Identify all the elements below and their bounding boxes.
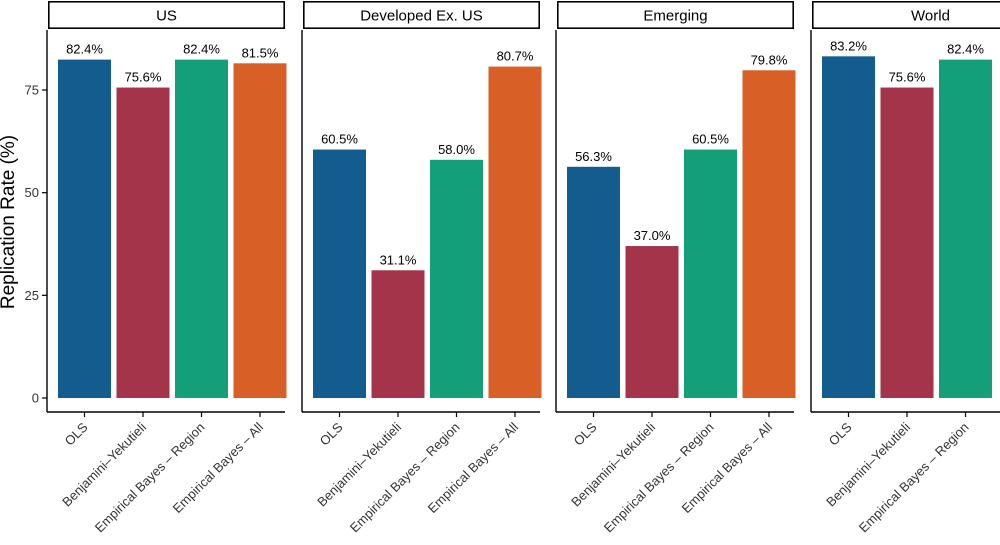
bar [488,66,542,398]
y-axis-title: Replication Rate (%) [0,135,19,309]
facet-panel: World83.2%OLS75.6%Benjamini–Yekutieli82.… [810,0,1000,536]
facet-strip-label: World [911,8,950,25]
x-tick-label: Empirical Bayes – Region [92,420,208,536]
x-tick-label: OLS [571,419,600,448]
bar [567,166,620,398]
bar-value-label: 31.1% [380,252,417,267]
y-tick-label: 50 [25,185,39,200]
bar-value-label: 79.8% [751,52,788,67]
facet-strip-label: Developed Ex. US [360,8,483,25]
bar-value-label: 81.5% [242,45,279,60]
facet-strip [556,0,794,29]
y-tick-label: 75 [25,83,39,98]
facet-strip [302,0,540,29]
x-tick-label: OLS [62,419,91,448]
bar-value-label: 82.4% [66,42,103,57]
bar [684,149,737,398]
bar-value-label: 60.5% [692,132,729,147]
bar-value-label: 56.3% [575,149,612,164]
facet-strip [811,0,1000,29]
bar-value-label: 83.2% [830,38,867,53]
bar [625,246,679,398]
bar-value-label: 82.4% [183,42,220,57]
x-tick-label: Empirical Bayes – Region [856,420,972,536]
bar [175,59,228,399]
x-tick-label: Empirical Bayes – Region [601,420,717,536]
y-tick-label: 25 [25,288,39,303]
bar [371,270,425,398]
bar [313,149,366,398]
facet-panel: US82.4%OLS75.6%Benjamini–Yekutieli82.4%E… [46,0,287,536]
facet-panel: Developed Ex. US60.5%OLS31.1%Benjamini–Y… [301,0,542,536]
facet-strip-label: US [156,8,177,25]
bar-value-label: 37.0% [634,228,671,243]
bar-value-label: 75.6% [889,70,926,85]
x-tick-label: Empirical Bayes – Region [347,420,463,536]
bar-value-label: 80.7% [497,49,534,64]
bar-value-label: 60.5% [321,132,358,147]
facet-strip-label: Emerging [643,8,707,25]
bar-value-label: 82.4% [947,42,984,57]
bar [822,56,875,399]
facet-panel: Emerging56.3%OLS37.0%Benjamini–Yekutieli… [555,0,796,536]
facet-strip [47,0,285,29]
x-tick-label: OLS [826,419,855,448]
bar-value-label: 75.6% [125,70,162,85]
bar [742,70,796,399]
bar [233,63,287,398]
bar [880,87,934,398]
bar-value-label: 58.0% [438,142,475,157]
y-tick-label: 0 [32,391,39,406]
bar [116,87,170,398]
bar [430,159,483,398]
x-tick-label: OLS [317,419,346,448]
bar [58,59,111,399]
bar [939,59,992,399]
